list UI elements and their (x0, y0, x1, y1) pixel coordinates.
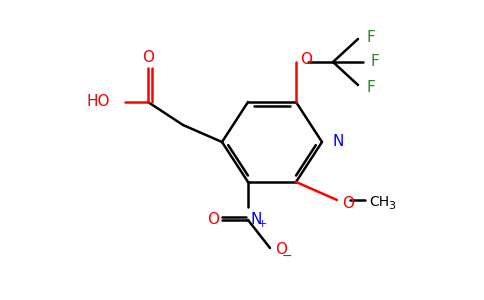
Text: F: F (366, 80, 375, 94)
Text: −: − (282, 250, 292, 262)
Text: O: O (342, 196, 354, 211)
Text: O: O (207, 212, 219, 226)
Text: N: N (251, 212, 262, 226)
Text: HO: HO (87, 94, 110, 110)
Text: CH: CH (369, 195, 389, 209)
Text: 3: 3 (388, 201, 395, 211)
Text: O: O (300, 52, 312, 67)
Text: O: O (275, 242, 287, 257)
Text: O: O (142, 50, 154, 65)
Text: F: F (371, 55, 380, 70)
Text: F: F (366, 29, 375, 44)
Text: N: N (332, 134, 343, 149)
Text: +: + (257, 219, 267, 229)
